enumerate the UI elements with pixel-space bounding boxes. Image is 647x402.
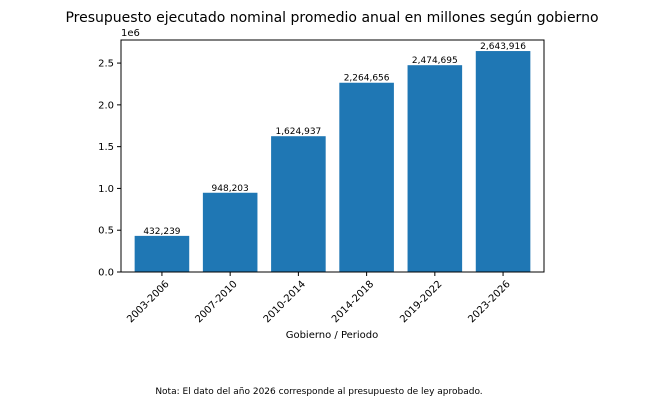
bar-value-label: 2,474,695 xyxy=(412,56,458,66)
bar-value-label: 948,203 xyxy=(212,184,249,194)
x-axis: 2003-2006 2007-2010 2010-2014 2014-2018 2019… xyxy=(125,272,513,325)
y-axis: 0.0 0.5 1.0 1.5 2.0 2.5 xyxy=(98,59,121,279)
y-tick-label: 1.5 xyxy=(98,142,114,153)
y-tick-label: 1.0 xyxy=(98,184,114,195)
x-tick-label: 2019-2022 xyxy=(398,279,444,325)
bar xyxy=(202,192,258,272)
x-tick-label: 2023-2026 xyxy=(466,279,512,325)
chart-title: Presupuesto ejecutado nominal promedio a… xyxy=(65,10,598,26)
bars: 432,239 948,203 1,624,937 2,264,656 2,474,69… xyxy=(134,42,531,273)
bar xyxy=(475,51,531,272)
footnote: Nota: El dato del año 2026 corresponde a… xyxy=(155,387,482,397)
y-tick-label: 0.5 xyxy=(98,226,114,237)
y-tick-label: 0.0 xyxy=(98,268,114,279)
y-tick-label: 2.5 xyxy=(98,59,114,70)
x-tick-label: 2010-2014 xyxy=(262,279,308,325)
x-tick-label: 2014-2018 xyxy=(330,279,376,325)
bar-value-label: 2,264,656 xyxy=(344,74,390,84)
x-tick-label: 2007-2010 xyxy=(193,279,239,325)
y-tick-label: 2.0 xyxy=(98,100,114,111)
bar xyxy=(134,235,190,272)
bar-value-label: 2,643,916 xyxy=(480,42,526,52)
bar-value-label: 1,624,937 xyxy=(275,127,321,137)
y-scale-label: 1e6 xyxy=(121,28,140,39)
x-tick-label: 2003-2006 xyxy=(125,279,171,325)
plot-frame xyxy=(120,39,545,273)
bar-value-label: 432,239 xyxy=(143,227,180,237)
bar xyxy=(339,82,394,273)
x-axis-label: Gobierno / Periodo xyxy=(286,330,379,341)
bar xyxy=(271,136,326,272)
bar xyxy=(407,65,463,272)
